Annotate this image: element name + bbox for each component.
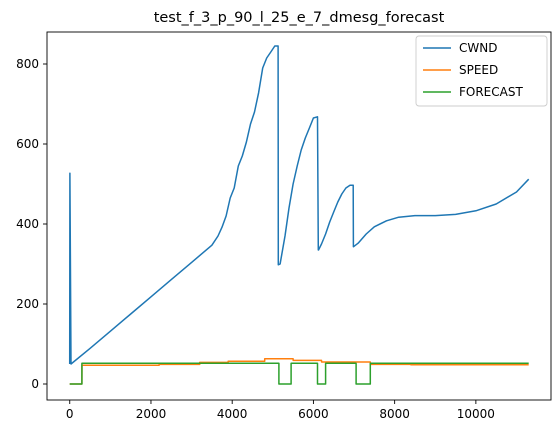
axes-frame <box>46 31 552 401</box>
y-tick-label: 200 <box>16 297 39 311</box>
y-tick-label: 0 <box>31 377 39 391</box>
y-tick-label: 800 <box>16 57 39 71</box>
x-tick-label: 8000 <box>379 407 410 421</box>
legend-label-forecast: FORECAST <box>459 85 523 99</box>
y-tick-label: 600 <box>16 137 39 151</box>
x-tick-label: 10000 <box>457 407 495 421</box>
x-tick-label: 6000 <box>298 407 329 421</box>
legend-label-cwnd: CWND <box>459 41 497 55</box>
y-axis: 0 200 400 600 800 <box>16 57 47 391</box>
series-line-cwnd <box>68 45 530 365</box>
plot-area <box>68 45 530 385</box>
legend-box <box>415 35 548 107</box>
x-tick-label: 2000 <box>136 407 167 421</box>
legend: CWND SPEED FORECAST <box>415 35 548 107</box>
legend-label-speed: SPEED <box>459 63 498 77</box>
x-tick-label: 4000 <box>217 407 248 421</box>
x-axis: 0 2000 4000 6000 8000 10000 <box>66 400 495 421</box>
y-tick-label: 400 <box>16 217 39 231</box>
chart-title: test_f_3_p_90_l_25_e_7_dmesg_forecast <box>154 10 445 26</box>
x-tick-label: 0 <box>66 407 74 421</box>
series-line-forecast <box>69 362 529 385</box>
